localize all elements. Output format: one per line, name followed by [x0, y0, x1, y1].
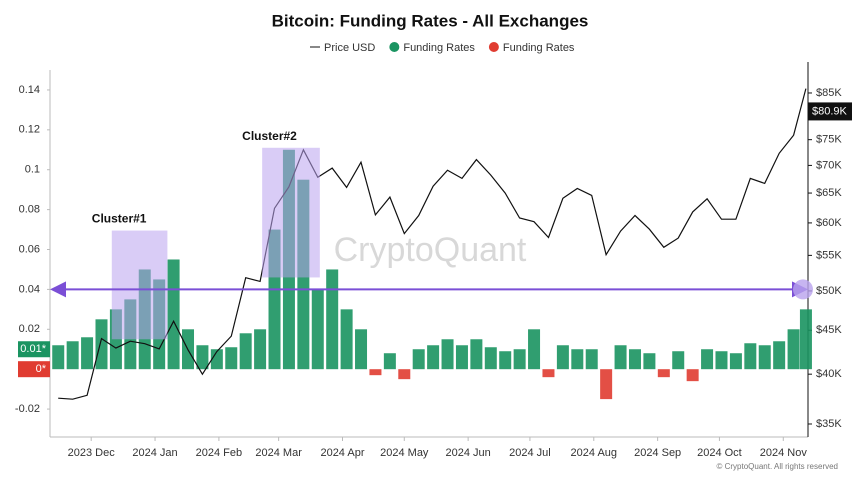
y-tick-label: -0.02	[15, 403, 40, 415]
y-tick-label: 0.14	[19, 84, 40, 96]
funding-bar	[499, 351, 512, 370]
x-tick-label: 2024 Oct	[697, 447, 742, 459]
funding-bar	[196, 345, 209, 370]
y2-tick-label: $60K	[816, 217, 842, 229]
funding-bar	[672, 351, 685, 370]
funding-bar	[254, 329, 267, 370]
funding-bar	[239, 333, 252, 370]
y-tick-label: 0.02	[19, 323, 40, 335]
funding-bar	[470, 339, 483, 370]
x-tick-label: 2024 Apr	[320, 447, 364, 459]
y-tag	[18, 341, 50, 358]
funding-bar	[225, 347, 238, 370]
funding-bar	[686, 369, 699, 382]
funding-bar	[758, 345, 771, 370]
funding-bar	[628, 349, 641, 370]
funding-bar	[383, 353, 396, 370]
funding-bar	[715, 351, 728, 370]
x-tick-label: 2024 Aug	[571, 447, 618, 459]
funding-bar	[513, 349, 526, 370]
y2-tick-label: $75K	[816, 134, 842, 146]
y-tag-label: 0*	[36, 363, 47, 375]
y2-tag	[808, 102, 852, 121]
legend-label: Price USD	[324, 42, 375, 54]
funding-bar	[427, 345, 440, 370]
funding-bar	[799, 309, 812, 370]
funding-bar	[167, 259, 180, 370]
funding-bar	[95, 319, 108, 370]
x-tick-label: 2023 Dec	[68, 447, 116, 459]
x-tick-label: 2024 Jan	[132, 447, 177, 459]
x-tick-label: 2024 Mar	[255, 447, 302, 459]
y-tick-label: 0.04	[19, 283, 40, 295]
y2-tick-label: $45K	[816, 324, 842, 336]
reference-dot	[793, 279, 813, 300]
funding-bar	[556, 345, 569, 370]
watermark: CryptoQuant	[334, 231, 527, 269]
y2-tick-label: $55K	[816, 249, 842, 261]
y-tick-label: 0.1	[25, 164, 40, 176]
x-tick-label: 2024 Feb	[196, 447, 242, 459]
funding-bar	[66, 341, 79, 370]
funding-bar	[81, 337, 94, 370]
legend-label: Funding Rates	[503, 42, 575, 54]
y-tick-label: 0.12	[19, 124, 40, 136]
funding-bar	[542, 369, 555, 378]
x-tick-label: 2024 May	[380, 447, 429, 459]
y2-tick-label: $70K	[816, 159, 842, 171]
funding-bar	[585, 349, 598, 370]
funding-bar	[484, 347, 497, 370]
funding-bar	[441, 339, 454, 370]
funding-bar	[787, 329, 800, 370]
funding-bar	[657, 369, 670, 378]
price-line	[58, 88, 807, 400]
cluster-label: Cluster#1	[92, 212, 147, 226]
funding-bar	[455, 345, 468, 370]
y2-tag-label: $80.9K	[812, 105, 848, 117]
funding-bar	[355, 329, 368, 370]
funding-bar	[210, 349, 223, 370]
funding-bar	[701, 349, 714, 370]
funding-bar	[412, 349, 425, 370]
funding-bar	[52, 345, 65, 370]
x-tick-label: 2024 Jul	[509, 447, 551, 459]
funding-bar	[311, 289, 324, 370]
funding-bar	[643, 353, 656, 370]
y2-tick-label: $85K	[816, 87, 842, 99]
copyright: © CryptoQuant. All rights reserved	[717, 462, 839, 471]
x-tick-label: 2024 Nov	[760, 447, 808, 459]
funding-bar	[600, 369, 613, 400]
funding-bar	[528, 329, 541, 370]
funding-bar	[369, 369, 382, 376]
funding-bar	[773, 341, 786, 370]
y2-tick-label: $50K	[816, 285, 842, 297]
legend-swatch	[389, 42, 400, 52]
funding-bar	[729, 353, 742, 370]
cluster-label: Cluster#2	[242, 129, 297, 143]
y-tick-label: 0.06	[19, 243, 40, 255]
legend-swatch	[488, 42, 499, 52]
funding-bar	[340, 309, 353, 370]
cluster-box	[111, 230, 168, 340]
y-tick-label: 0.08	[19, 204, 40, 216]
x-tick-label: 2024 Sep	[634, 447, 681, 459]
chart-title: Bitcoin: Funding Rates - All Exchanges	[272, 11, 589, 30]
funding-bar	[398, 369, 411, 380]
x-tick-label: 2024 Jun	[446, 447, 491, 459]
y2-tick-label: $35K	[816, 418, 842, 430]
funding-bar	[744, 343, 757, 370]
legend-label: Funding Rates	[403, 42, 475, 54]
funding-bar	[326, 269, 339, 370]
y-tag-label: 0.01*	[20, 343, 46, 355]
funding-bar	[614, 345, 627, 370]
cluster-box	[262, 147, 320, 278]
y-tag	[18, 361, 50, 378]
y2-tick-label: $40K	[816, 368, 842, 380]
funding-bar	[571, 349, 584, 370]
y2-tick-label: $65K	[816, 187, 842, 199]
